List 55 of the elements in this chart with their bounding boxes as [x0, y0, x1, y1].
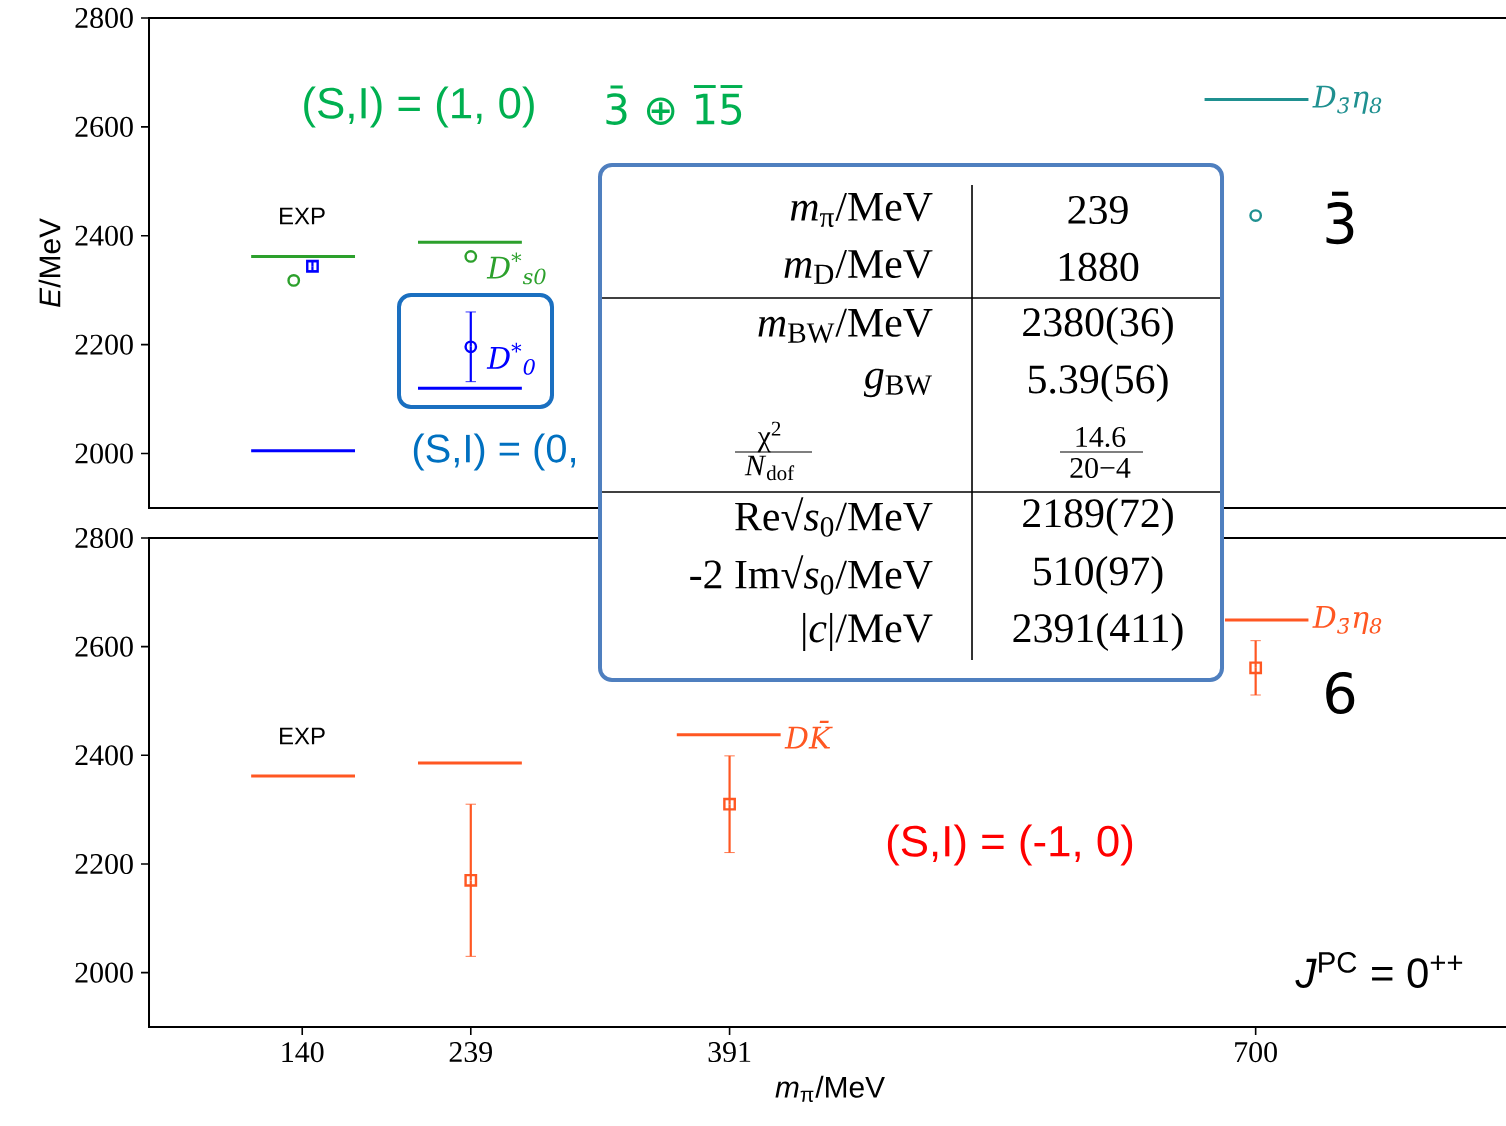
point	[464, 340, 478, 354]
y-tick-label: 2600	[75, 636, 133, 657]
annotation: 2189(72)	[1023, 498, 1173, 536]
annotation: 14.6	[1076, 426, 1126, 448]
y-tick-label: 2600	[75, 116, 133, 137]
annotation: g$_{BW}$	[863, 368, 932, 398]
y-tick-label: 2400	[75, 225, 133, 246]
annotation: (S,I) = (1, 0)	[304, 86, 534, 128]
series-label: D$^{*}$0	[486, 342, 535, 375]
annotation: (S,I) = (0,	[413, 433, 576, 471]
annotation: N$_{dof}$	[744, 455, 795, 481]
annotation: m$_{BW}$/MeV	[758, 308, 933, 344]
annotation: 20−4	[1070, 457, 1131, 479]
series-label: D$^{*}$s0	[486, 252, 546, 285]
annotation: Re√s$_{0}$/MeV	[735, 497, 933, 537]
annotation: m$_{D}$/MeV	[784, 250, 933, 284]
y-tick-label: 2000	[75, 962, 133, 983]
point	[1249, 661, 1263, 675]
annotation: 2391(411)	[1013, 613, 1183, 651]
annotation: EXP	[280, 727, 325, 745]
series-label: D$_{3̄}$η$_{8}$	[1312, 85, 1382, 114]
y-tick-label: 2200	[75, 334, 133, 355]
y-tick-label: 2000	[75, 443, 133, 464]
annotation: 6	[1326, 671, 1355, 715]
annotation: 3̄	[1326, 191, 1354, 245]
y-tick-label: 2400	[75, 745, 133, 766]
point	[464, 873, 478, 887]
series-label: DK̄	[784, 720, 833, 749]
annotation: 2380(36)	[1023, 307, 1173, 345]
x-axis-title: m$_{π}$/MeV	[775, 1075, 885, 1103]
annotation: |c|/MeV	[803, 612, 933, 652]
annotation: 239	[1068, 195, 1128, 225]
point	[723, 797, 736, 811]
series-label: D$_{3̄}$η$_{8}$	[1312, 606, 1382, 635]
y-axis-title: E/MeV	[38, 218, 61, 308]
annotation: 1880	[1059, 252, 1139, 282]
x-tick-label: 700	[1235, 1042, 1277, 1063]
y-tick-label: 2800	[75, 527, 133, 549]
annotation: -2 Im√s$_{0}$/MeV	[690, 555, 933, 595]
annotation: χ$^{2}$	[757, 421, 781, 453]
annotation: (S,I) = (-1, 0)	[887, 824, 1133, 866]
annotation: 510(97)	[1034, 556, 1163, 594]
annotation: m$_{π}$/MeV	[790, 192, 933, 228]
point	[464, 250, 478, 263]
y-tick-label: 2800	[75, 7, 133, 29]
x-tick-label: 391	[708, 1042, 751, 1063]
annotation: EXP	[280, 207, 325, 225]
point	[1249, 209, 1263, 222]
x-tick-label: 140	[282, 1042, 324, 1063]
y-tick-label: 2200	[75, 853, 133, 875]
annotation: J$^{PC}$ = 0$^{++}$	[1295, 952, 1463, 988]
x-tick-label: 239	[449, 1042, 492, 1063]
annotation: 5.39(56)	[1028, 364, 1168, 402]
point	[287, 273, 301, 287]
annotation: 3̄ ⊕ 1̅5̅	[606, 85, 743, 125]
